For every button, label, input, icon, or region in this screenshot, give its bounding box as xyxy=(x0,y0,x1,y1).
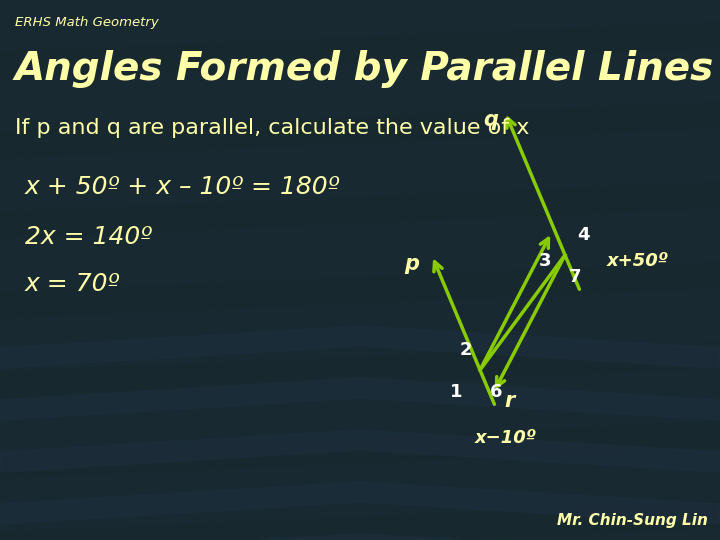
Polygon shape xyxy=(0,326,720,368)
Polygon shape xyxy=(0,534,720,540)
Text: Mr. Chin-Sung Lin: Mr. Chin-Sung Lin xyxy=(557,513,708,528)
Text: x + 50º + x – 10º = 180º: x + 50º + x – 10º = 180º xyxy=(25,175,341,199)
Text: 6: 6 xyxy=(490,383,503,401)
Text: x = 70º: x = 70º xyxy=(25,272,120,296)
Text: If p and q are parallel, calculate the value of x: If p and q are parallel, calculate the v… xyxy=(15,118,529,138)
Text: r: r xyxy=(505,390,515,410)
Polygon shape xyxy=(0,50,720,130)
Text: 1: 1 xyxy=(450,383,462,401)
Polygon shape xyxy=(0,482,720,524)
Polygon shape xyxy=(0,378,720,420)
Text: 2: 2 xyxy=(460,341,472,359)
Text: x−10º: x−10º xyxy=(474,429,536,447)
Text: p: p xyxy=(405,254,420,274)
Polygon shape xyxy=(0,210,720,290)
Polygon shape xyxy=(0,130,720,210)
Text: x+50º: x+50º xyxy=(607,252,669,270)
Text: 2x = 140º: 2x = 140º xyxy=(25,225,152,249)
Polygon shape xyxy=(0,0,720,50)
Text: Angles Formed by Parallel Lines: Angles Formed by Parallel Lines xyxy=(15,50,714,88)
Polygon shape xyxy=(0,450,720,530)
Polygon shape xyxy=(0,290,720,370)
Text: ERHS Math Geometry: ERHS Math Geometry xyxy=(15,16,158,29)
Text: 7: 7 xyxy=(569,268,581,286)
Text: q: q xyxy=(483,110,498,130)
Text: 3: 3 xyxy=(539,252,552,270)
Polygon shape xyxy=(0,430,720,472)
Polygon shape xyxy=(0,530,720,540)
Text: 4: 4 xyxy=(577,226,589,244)
Polygon shape xyxy=(0,370,720,450)
